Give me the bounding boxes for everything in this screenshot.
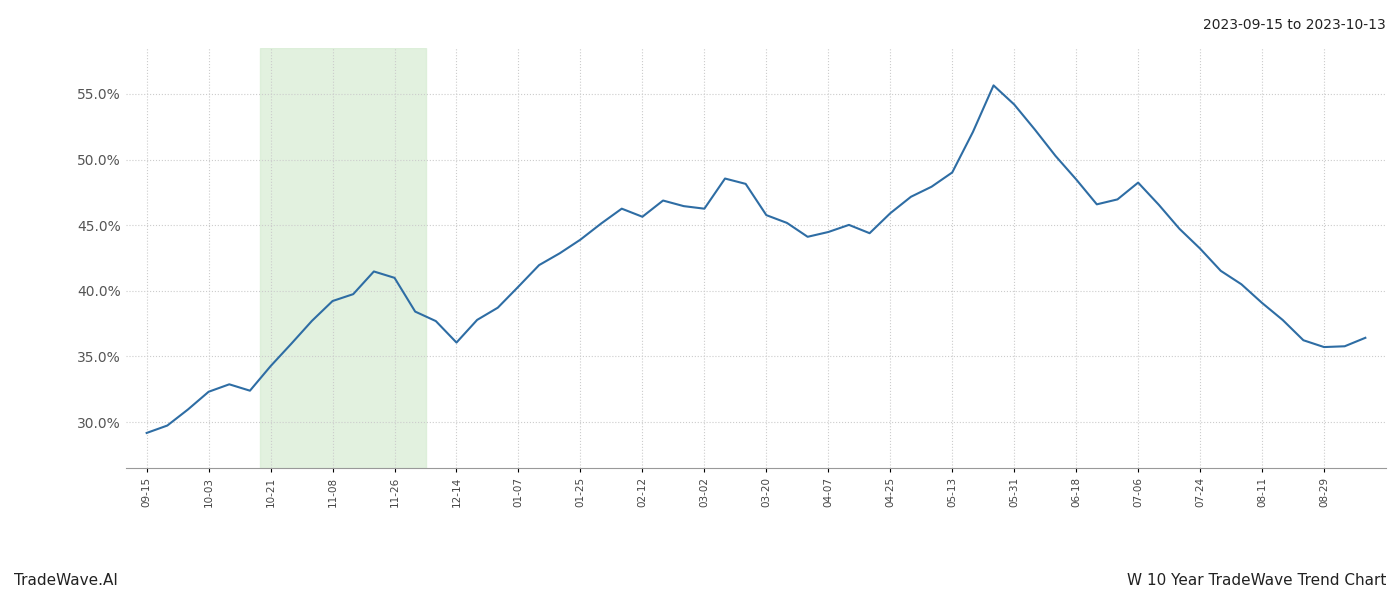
Text: 2023-09-15 to 2023-10-13: 2023-09-15 to 2023-10-13 [1203, 18, 1386, 32]
Bar [260, 48, 426, 468]
Text: TradeWave.AI: TradeWave.AI [14, 573, 118, 588]
Text: W 10 Year TradeWave Trend Chart: W 10 Year TradeWave Trend Chart [1127, 573, 1386, 588]
